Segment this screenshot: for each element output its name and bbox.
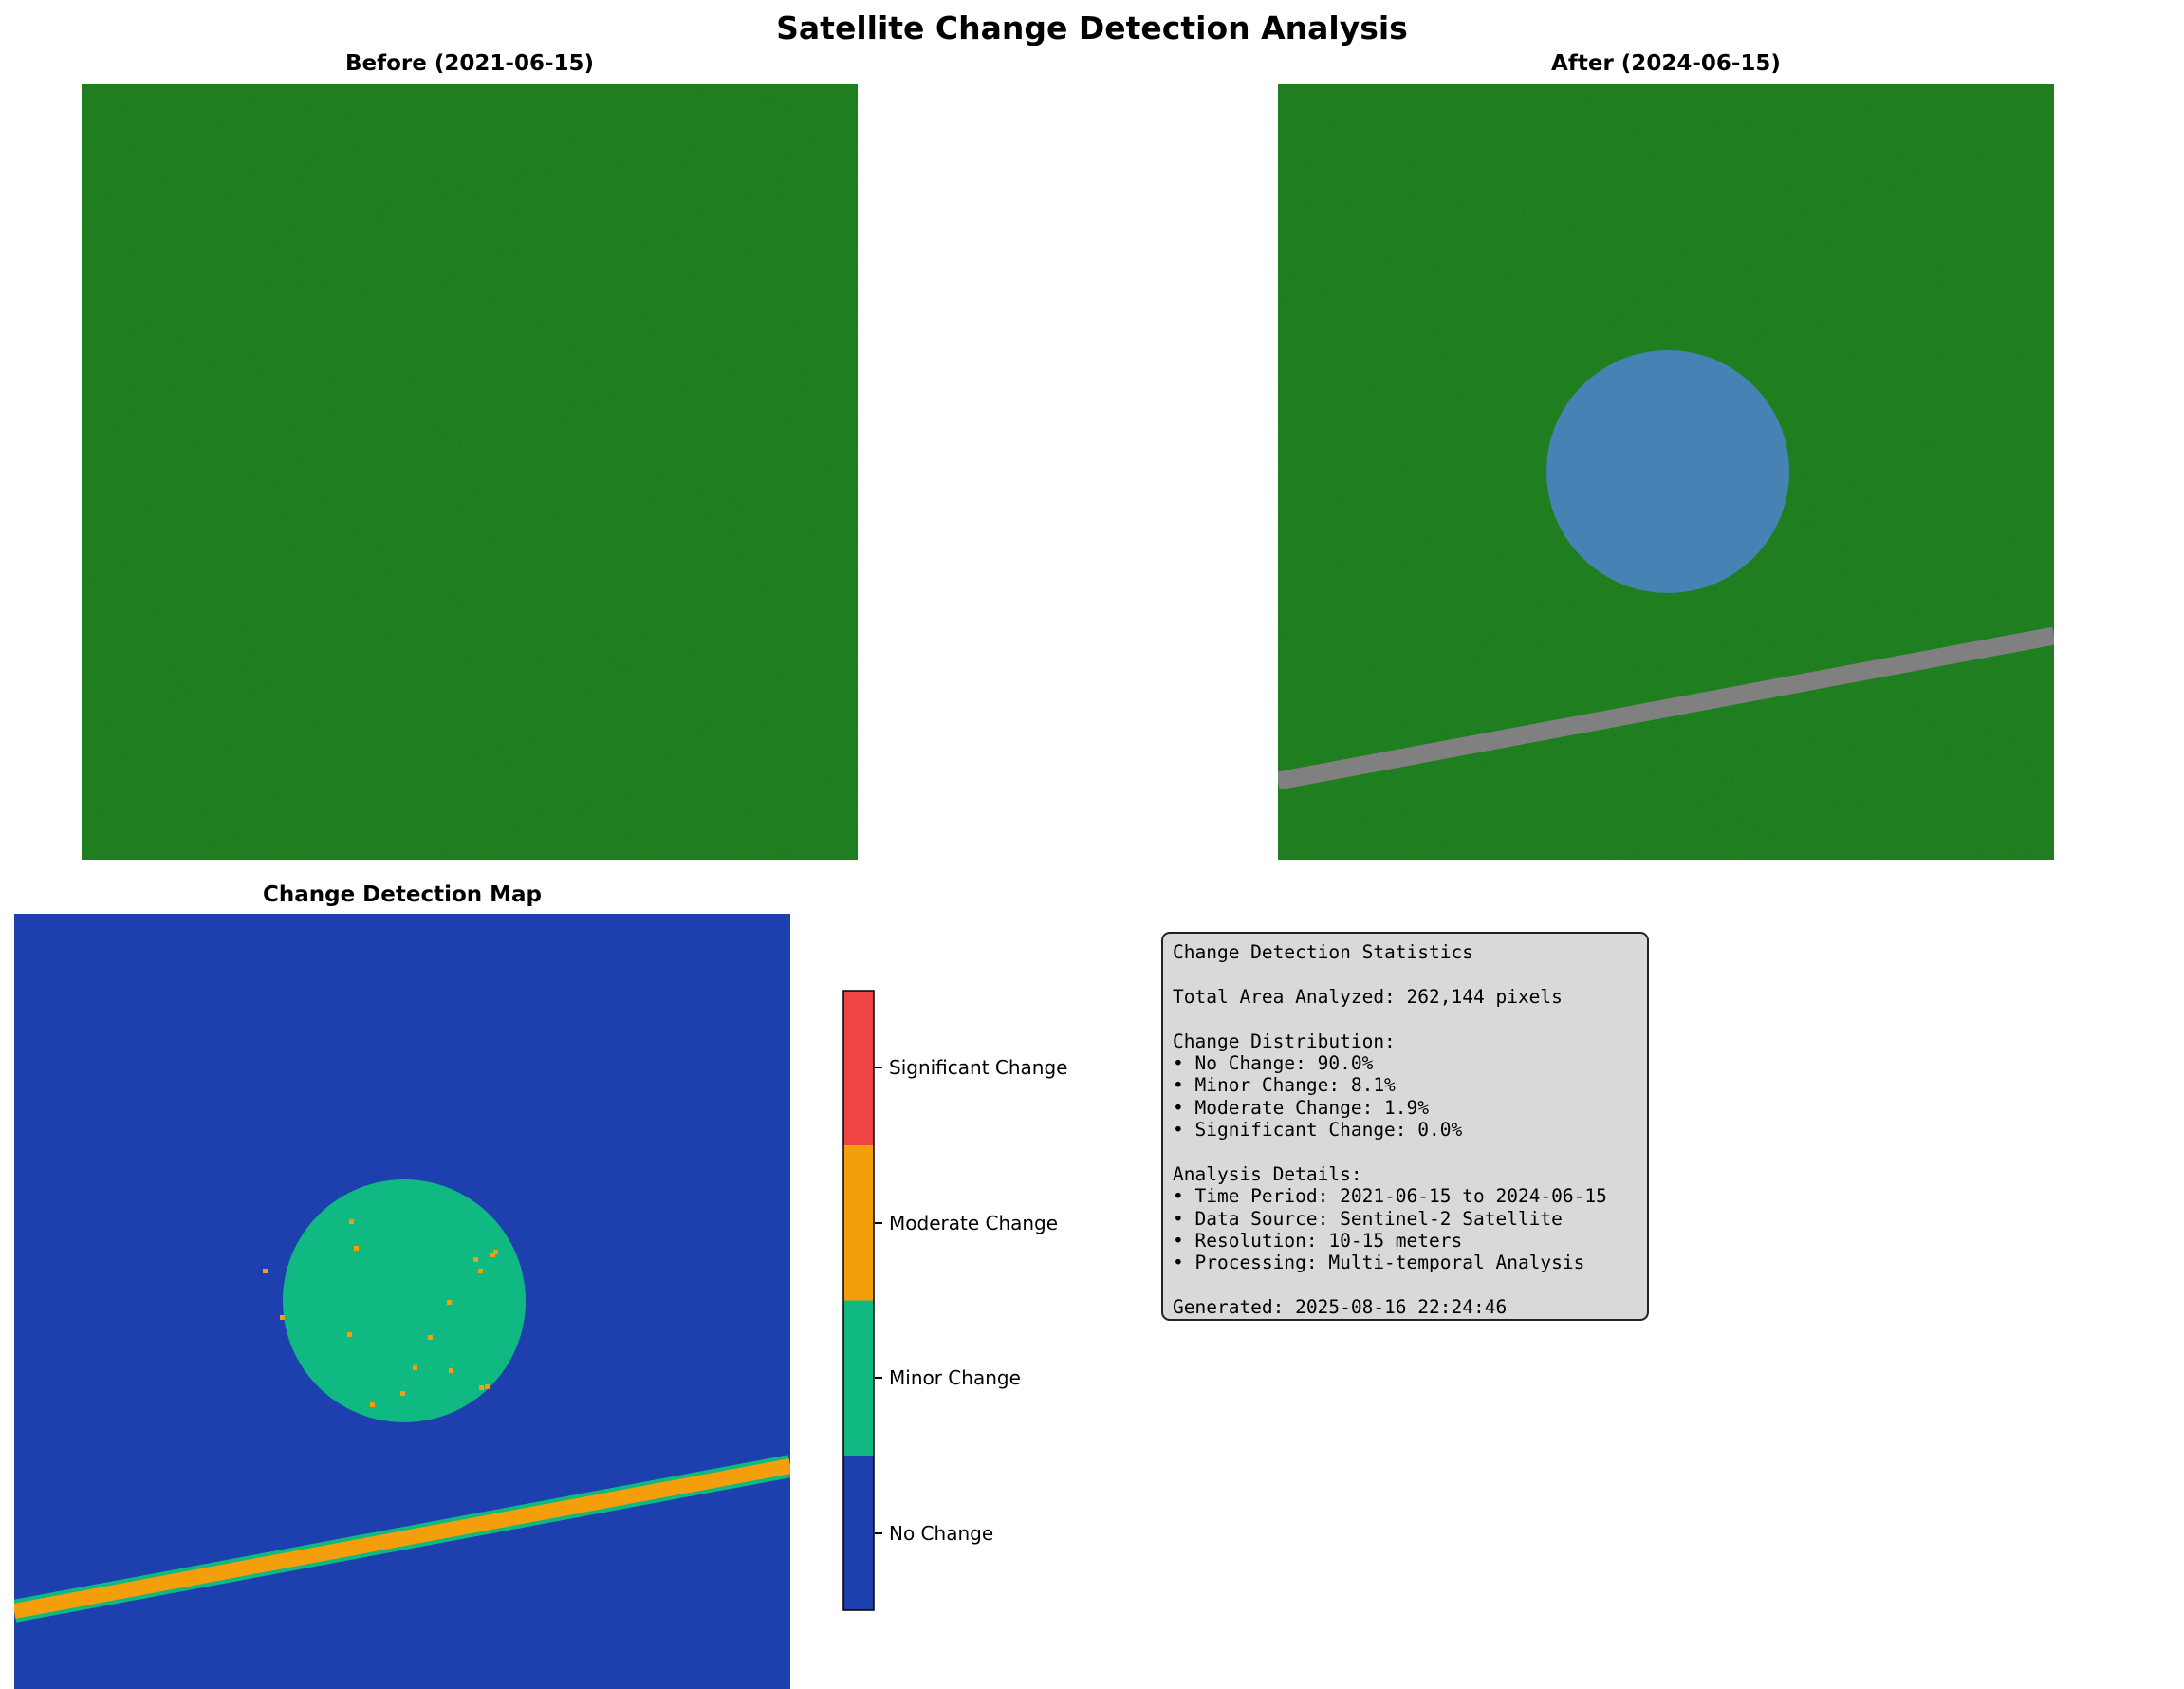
change-map-title: Change Detection Map xyxy=(262,882,543,907)
colorbar-tick-label: Significant Change xyxy=(889,1055,1068,1079)
moderate-change-pixel xyxy=(449,1368,453,1373)
colorbar xyxy=(842,990,875,1611)
after-water-body xyxy=(1546,350,1789,593)
stat-line: Total Area Analyzed: 262,144 pixels xyxy=(1173,985,1563,1008)
stat-line: Change Detection Statistics xyxy=(1173,941,1473,963)
stat-line: • Resolution: 10-15 meters xyxy=(1173,1230,1463,1253)
before-panel-title: Before (2021-06-15) xyxy=(344,51,595,76)
colorbar-segment-significant xyxy=(843,991,874,1146)
moderate-change-pixel xyxy=(280,1315,285,1320)
figure-title: Satellite Change Detection Analysis xyxy=(776,9,1408,46)
colorbar-tick-mark xyxy=(875,1532,882,1535)
colorbar-tick-mark xyxy=(875,1221,882,1224)
moderate-change-pixel xyxy=(263,1269,268,1273)
stat-line: • Time Period: 2021-06-15 to 2024-06-15 xyxy=(1173,1185,1607,1208)
stat-line xyxy=(1173,1008,1638,1030)
colorbar-segment-no-change xyxy=(843,1455,874,1610)
moderate-change-pixel xyxy=(473,1257,478,1262)
change-map-water-region xyxy=(283,1179,526,1422)
colorbar-tick-mark xyxy=(875,1377,882,1380)
statistics-panel: Change Detection Statistics Total Area An… xyxy=(1161,932,1649,1321)
stat-line: • Processing: Multi-temporal Analysis xyxy=(1173,1252,1585,1274)
stat-line xyxy=(1173,963,1638,985)
before-image xyxy=(82,84,858,860)
moderate-change-pixel xyxy=(400,1391,405,1396)
colorbar-tick-label: Minor Change xyxy=(889,1366,1021,1390)
moderate-change-pixel xyxy=(370,1402,375,1407)
moderate-change-pixel xyxy=(354,1246,359,1251)
colorbar-segment-minor xyxy=(843,1300,874,1456)
moderate-change-pixel xyxy=(485,1384,490,1389)
moderate-change-pixel xyxy=(478,1269,483,1273)
change-map-moderate-pixels xyxy=(263,1219,498,1407)
stat-line: Generated: 2025-08-16 22:24:46 xyxy=(1173,1296,1508,1319)
colorbar-tick-label: No Change xyxy=(889,1522,994,1546)
after-image xyxy=(1278,84,2054,860)
stat-line: • Data Source: Sentinel-2 Satellite xyxy=(1173,1207,1563,1230)
moderate-change-pixel xyxy=(493,1250,498,1254)
moderate-change-pixel xyxy=(347,1332,352,1337)
after-panel-title: After (2024-06-15) xyxy=(1551,51,1781,76)
stat-line xyxy=(1173,1274,1638,1296)
moderate-change-pixel xyxy=(349,1219,354,1224)
stat-line: Analysis Details: xyxy=(1173,1162,1362,1185)
colorbar-tick-label: Moderate Change xyxy=(889,1211,1059,1234)
moderate-change-pixel xyxy=(479,1385,484,1390)
stat-line: • No Change: 90.0% xyxy=(1173,1051,1374,1074)
moderate-change-pixel xyxy=(413,1365,417,1370)
after-road xyxy=(1278,626,2054,790)
stat-line: • Significant Change: 0.0% xyxy=(1173,1119,1463,1141)
stat-line: Change Distribution: xyxy=(1173,1030,1396,1052)
stat-line: • Minor Change: 8.1% xyxy=(1173,1074,1396,1097)
moderate-change-pixel xyxy=(490,1253,495,1257)
stat-line xyxy=(1173,1141,1638,1163)
colorbar-segment-moderate xyxy=(843,1145,874,1301)
stat-line: • Moderate Change: 1.9% xyxy=(1173,1096,1430,1119)
change-map-image xyxy=(14,914,790,1689)
change-map-road-core xyxy=(14,1458,790,1619)
moderate-change-pixel xyxy=(428,1335,433,1340)
colorbar-tick-mark xyxy=(875,1066,882,1068)
moderate-change-pixel xyxy=(447,1300,452,1305)
